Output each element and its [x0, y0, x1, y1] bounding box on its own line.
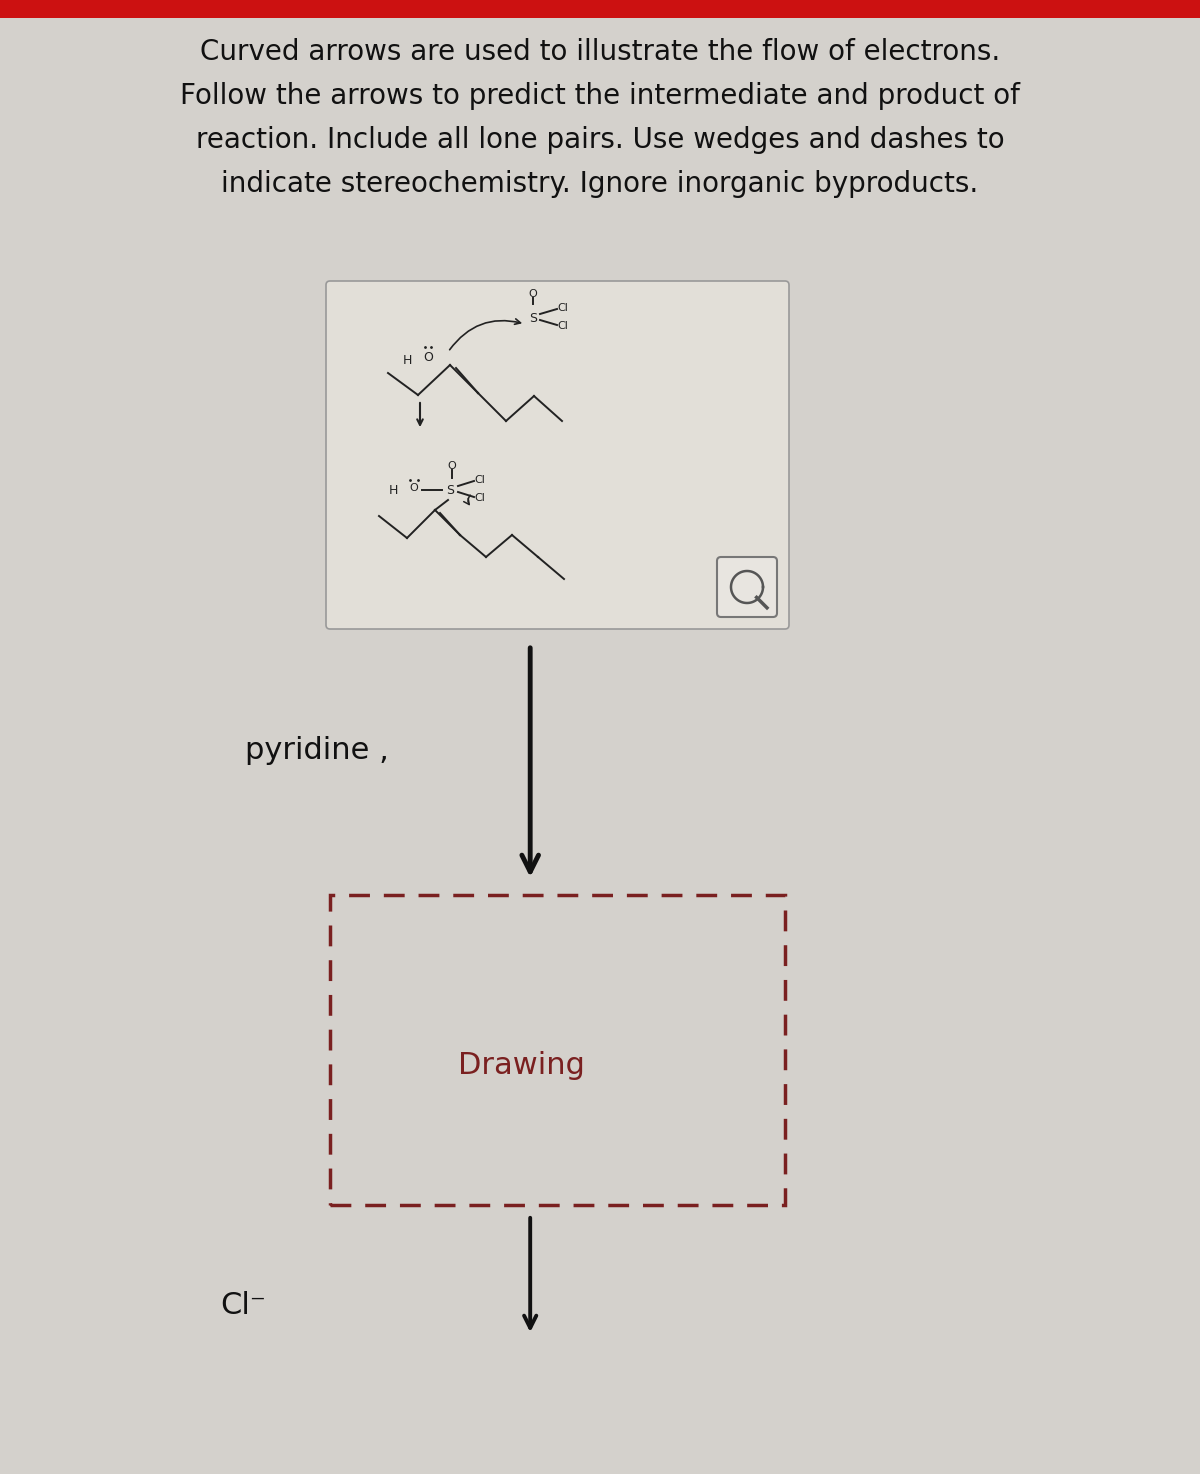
Text: Cl: Cl	[557, 304, 568, 312]
FancyBboxPatch shape	[718, 557, 778, 618]
Text: Cl: Cl	[474, 492, 485, 503]
Text: O: O	[424, 351, 433, 364]
Text: reaction. Include all lone pairs. Use wedges and dashes to: reaction. Include all lone pairs. Use we…	[196, 125, 1004, 153]
Bar	[330, 895, 785, 1206]
Text: Cl⁻: Cl⁻	[220, 1291, 266, 1319]
Text: Cl: Cl	[474, 475, 485, 485]
Text: Curved arrows are used to illustrate the flow of electrons.: Curved arrows are used to illustrate the…	[200, 38, 1000, 66]
Text: S: S	[529, 311, 538, 324]
Text: Drawing: Drawing	[457, 1051, 584, 1080]
Bar	[0, 0, 1200, 18]
FancyBboxPatch shape	[326, 282, 790, 629]
Text: pyridine ,: pyridine ,	[245, 736, 389, 765]
Text: O: O	[409, 483, 419, 492]
Text: O: O	[529, 289, 538, 299]
Text: H: H	[403, 354, 412, 367]
Text: H: H	[389, 483, 398, 497]
Text: Cl: Cl	[557, 321, 568, 332]
Text: O: O	[448, 461, 456, 472]
Text: indicate stereochemistry. Ignore inorganic byproducts.: indicate stereochemistry. Ignore inorgan…	[221, 170, 979, 198]
Text: Follow the arrows to predict the intermediate and product of: Follow the arrows to predict the interme…	[180, 83, 1020, 111]
Text: S: S	[446, 483, 454, 497]
